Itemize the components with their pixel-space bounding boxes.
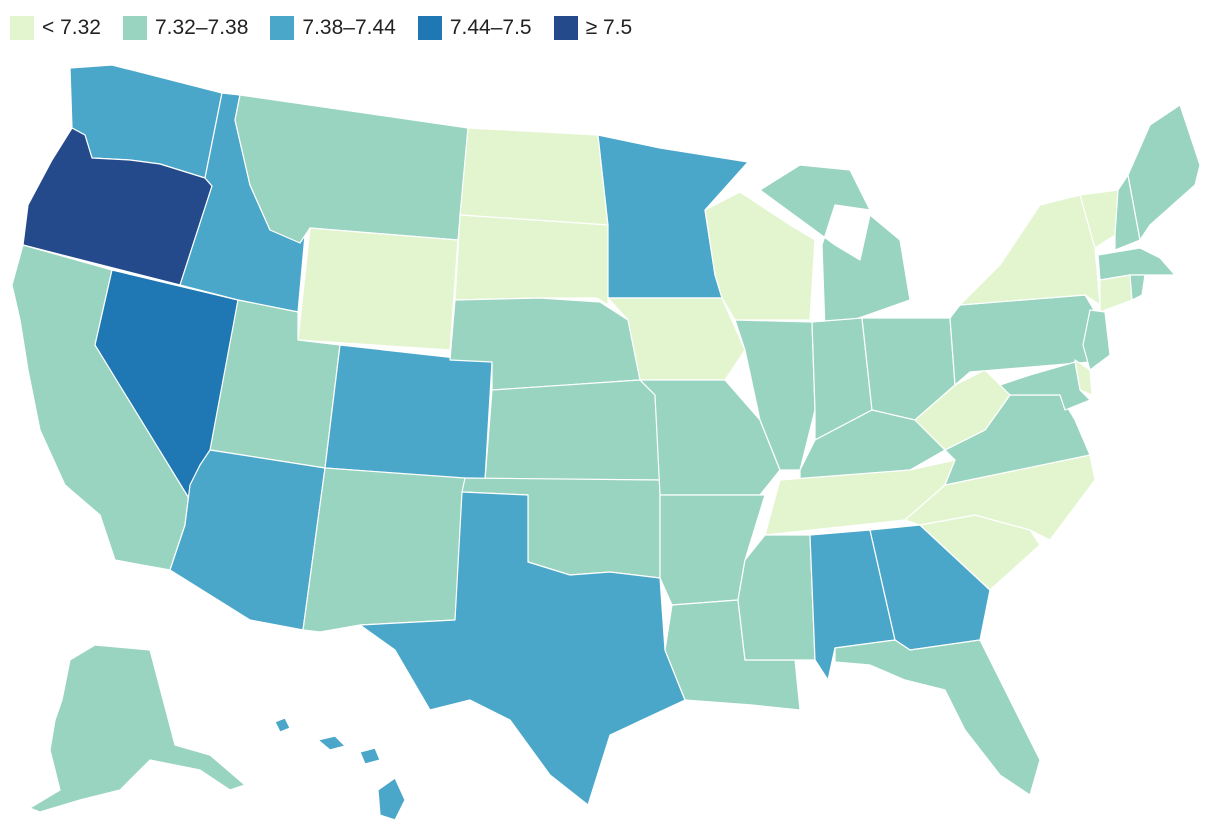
state-ks[interactable] xyxy=(484,379,661,481)
legend-label: 7.38–7.44 xyxy=(302,16,396,39)
legend-label: 7.44–7.5 xyxy=(449,16,532,39)
state-ri[interactable] xyxy=(1129,274,1146,301)
legend-swatch xyxy=(417,16,442,40)
state-ny[interactable] xyxy=(959,194,1101,306)
legend-label: ≥ 7.5 xyxy=(585,16,633,39)
state-hi[interactable] xyxy=(274,717,406,821)
legend-swatch xyxy=(270,16,295,40)
state-wi[interactable] xyxy=(704,191,816,321)
state-sd[interactable] xyxy=(454,214,609,306)
state-co[interactable] xyxy=(324,344,493,481)
legend-label: 7.32–7.38 xyxy=(154,16,249,39)
state-nj[interactable] xyxy=(1082,309,1111,371)
legend-item-7-32-7-38: 7.32–7.38 xyxy=(122,16,249,40)
state-mt[interactable] xyxy=(234,94,469,244)
state-nd[interactable] xyxy=(459,127,609,226)
state-wy[interactable] xyxy=(297,227,459,351)
state-me[interactable] xyxy=(1127,104,1201,241)
state-tx[interactable] xyxy=(359,491,686,806)
legend-item-lt-7-32: < 7.32 xyxy=(10,16,101,40)
state-ak[interactable] xyxy=(29,644,246,813)
legend-item-7-44-7-5: 7.44–7.5 xyxy=(417,16,532,40)
legend-swatch xyxy=(553,16,578,40)
legend-label: < 7.32 xyxy=(42,16,101,39)
legend-item-7-38-7-44: 7.38–7.44 xyxy=(270,16,396,40)
state-nm[interactable] xyxy=(302,467,466,633)
legend-item-gte-7-5: ≥ 7.5 xyxy=(553,16,633,40)
state-fl[interactable] xyxy=(834,639,1041,796)
state-ct[interactable] xyxy=(1099,274,1133,313)
legend-swatch xyxy=(10,16,34,40)
state-mo[interactable] xyxy=(639,379,781,496)
state-nh[interactable] xyxy=(1114,174,1141,251)
map-legend: < 7.32 7.32–7.38 7.38–7.44 7.44–7.5 ≥ 7.… xyxy=(10,12,632,44)
state-ms[interactable] xyxy=(737,534,816,661)
state-md[interactable] xyxy=(999,361,1091,411)
legend-swatch xyxy=(122,16,147,40)
